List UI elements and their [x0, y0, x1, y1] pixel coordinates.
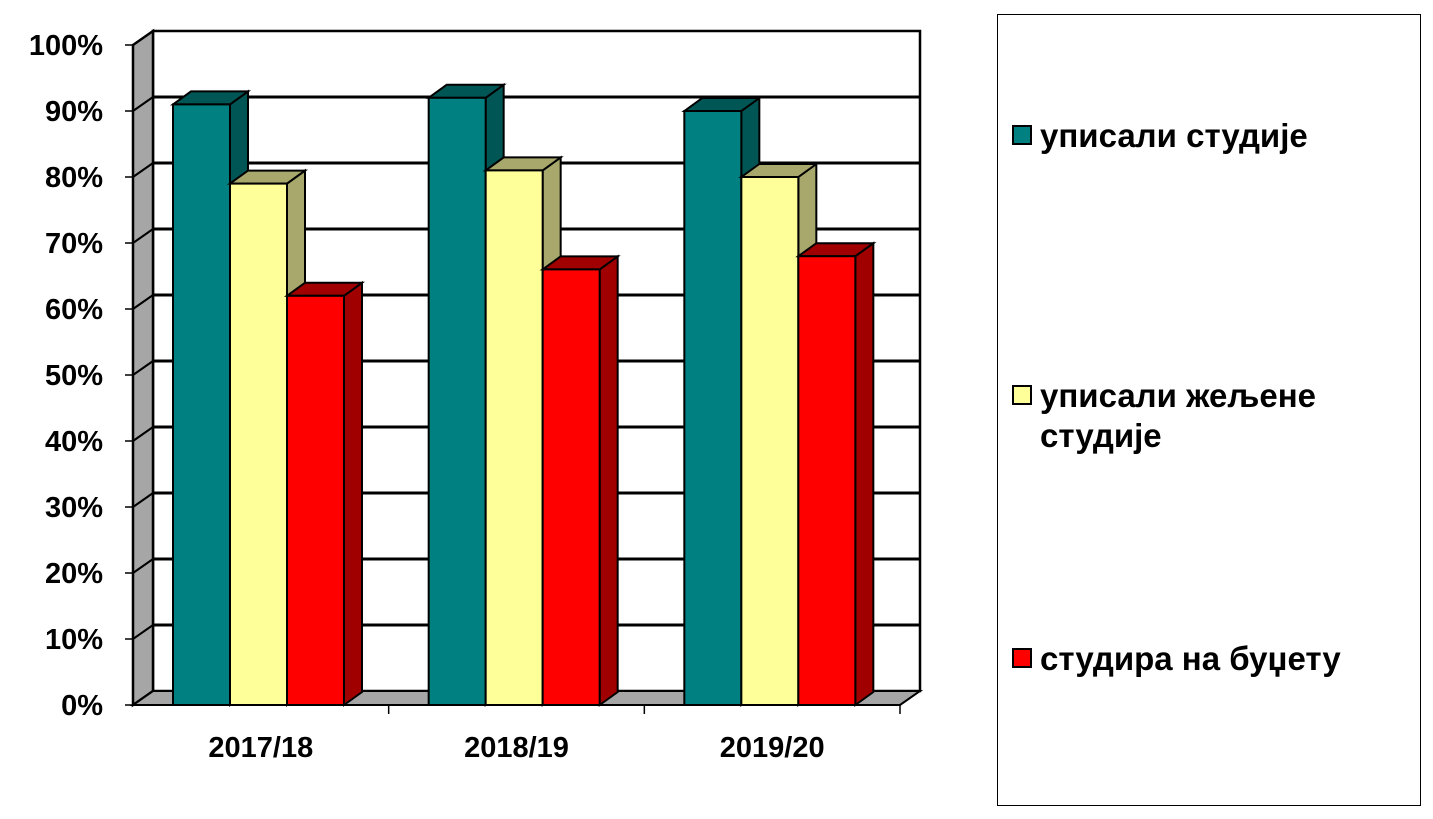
bar [683, 110, 743, 706]
bar-side [343, 280, 363, 707]
y-tick-label: 40% [45, 426, 103, 458]
gridline-side [132, 426, 154, 442]
y-tick-label: 100% [29, 30, 103, 62]
bar-side [598, 254, 619, 707]
bar [484, 169, 544, 706]
y-tick-label: 50% [45, 360, 103, 392]
legend-swatch-enrolled [1012, 125, 1032, 145]
y-tick-label: 60% [45, 294, 103, 326]
legend-item-enrolled: уписали студије [1012, 116, 1410, 156]
gridline-side [132, 492, 154, 508]
y-tick-label: 70% [45, 228, 103, 260]
gridline-side [132, 294, 154, 310]
legend-label-desired: уписали жељене студије [1040, 377, 1317, 454]
gridline-side [132, 162, 154, 178]
y-tick-label: 0% [61, 690, 103, 722]
bar [797, 255, 857, 706]
gridline-side [132, 558, 154, 574]
legend-label-enrolled: уписали студије [1040, 117, 1308, 154]
bar [740, 176, 800, 706]
bar [286, 294, 345, 706]
x-tick-label: 2018/19 [464, 732, 569, 764]
bar [229, 182, 288, 707]
gridline-side [132, 360, 154, 376]
y-tick-label: 80% [45, 162, 103, 194]
legend-swatch-desired [1012, 385, 1032, 405]
bar [541, 268, 601, 706]
bar-side [854, 241, 875, 707]
gridline-side [132, 228, 154, 244]
bar [172, 103, 231, 706]
legend-swatch-budget [1012, 648, 1032, 668]
bar-chart: 0% 10% 20% 30% 40% 50% 60% 70% 80% 90% 100% 2017/18… [29, 28, 924, 764]
legend-item-budget: студира на буџету [1012, 639, 1410, 679]
y-tick-label: 10% [45, 624, 103, 656]
x-tick-label: 2017/18 [208, 732, 313, 764]
legend: уписали студије уписали жељене студије с… [997, 14, 1421, 806]
legend-label-budget: студира на буџету [1040, 640, 1341, 677]
legend-item-desired: уписали жељене студије [1012, 376, 1410, 456]
y-tick-label: 20% [45, 558, 103, 590]
x-tick-label: 2019/20 [720, 732, 825, 764]
bar [427, 96, 487, 707]
y-tick-label: 30% [45, 492, 103, 524]
gridline-side [132, 96, 154, 112]
gridline-side [132, 624, 154, 640]
y-tick-label: 90% [45, 96, 103, 128]
